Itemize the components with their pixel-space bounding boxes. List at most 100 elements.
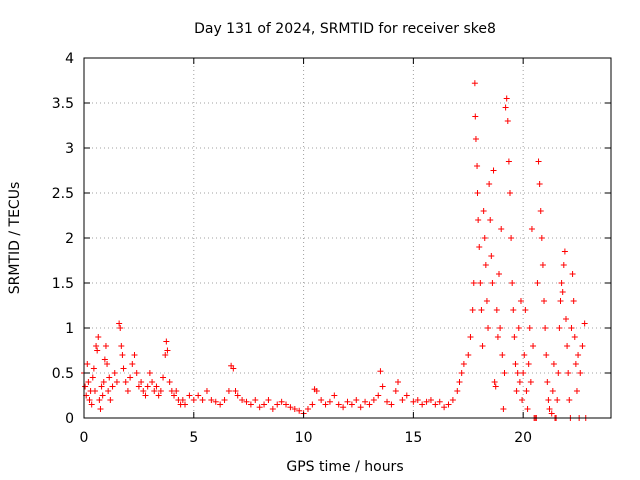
data-point (151, 388, 158, 394)
data-point (138, 379, 145, 385)
data-point (410, 398, 417, 405)
data-point (565, 370, 572, 376)
data-point (517, 298, 524, 304)
x-tick-label: 15 (404, 430, 422, 446)
data-point (556, 325, 563, 331)
data-point (423, 398, 430, 405)
data-point (500, 406, 507, 412)
data-point (377, 368, 384, 375)
data-point (199, 397, 206, 403)
data-point (477, 280, 484, 286)
data-point (504, 118, 511, 124)
data-point (179, 397, 186, 403)
data-point (190, 397, 197, 403)
data-point (542, 325, 549, 331)
data-point (539, 262, 546, 268)
x-tick-label: 10 (295, 430, 313, 446)
data-point (362, 398, 369, 405)
x-axis-label: GPS time / hours (286, 459, 403, 475)
data-point (118, 343, 125, 349)
data-point (499, 352, 506, 358)
data-point (291, 406, 298, 412)
data-point (494, 334, 501, 340)
data-point (82, 383, 89, 390)
data-point (472, 136, 479, 142)
data-point (85, 379, 92, 385)
data-points (81, 80, 589, 421)
data-point (195, 392, 202, 399)
data-point (581, 320, 588, 327)
data-point (203, 388, 210, 394)
data-point (471, 80, 478, 87)
data-point (535, 158, 542, 165)
data-point (508, 235, 515, 241)
data-point (577, 370, 584, 376)
data-point (100, 379, 107, 385)
data-point (88, 401, 95, 408)
y-tick-label: 4 (65, 51, 74, 67)
y-tick-label: 1.5 (52, 276, 74, 292)
data-point (304, 406, 311, 412)
data-point (318, 397, 325, 403)
data-point (140, 388, 147, 394)
data-point (548, 410, 555, 417)
data-point (208, 397, 215, 403)
data-point (546, 406, 553, 412)
data-point (278, 398, 285, 405)
data-point (164, 347, 171, 354)
data-point (486, 181, 493, 187)
data-point (331, 392, 338, 399)
data-point (460, 361, 467, 367)
data-point (149, 379, 156, 385)
data-point (513, 388, 520, 394)
data-point (162, 352, 169, 358)
grid-lines (84, 58, 611, 418)
data-point (557, 298, 564, 304)
data-point (217, 401, 224, 408)
data-point (111, 370, 118, 376)
data-point (536, 181, 543, 187)
data-point (489, 280, 496, 286)
y-tick-label: 2.5 (52, 186, 74, 202)
data-point (526, 325, 533, 331)
data-point (488, 253, 495, 259)
y-tick-label: 3.5 (52, 96, 74, 112)
data-point (243, 398, 250, 405)
data-point (157, 388, 164, 394)
data-point (384, 398, 391, 405)
data-point (135, 383, 142, 390)
data-point (144, 383, 151, 390)
data-point (528, 226, 535, 232)
data-point (527, 379, 534, 385)
data-point (109, 383, 116, 390)
data-point (182, 401, 189, 408)
chart-title: Day 131 of 2024, SRMTID for receiver ske… (194, 21, 496, 37)
data-point (469, 307, 476, 313)
data-point (441, 404, 448, 411)
data-point (523, 388, 530, 394)
x-tick-label: 20 (514, 430, 532, 446)
data-point (322, 401, 329, 408)
data-point (93, 343, 100, 349)
data-point (392, 388, 399, 394)
data-point (89, 374, 96, 381)
data-point (467, 334, 474, 340)
data-point (309, 401, 316, 408)
data-point (232, 388, 239, 394)
data-point (296, 407, 303, 414)
data-point (160, 374, 167, 381)
data-point (395, 379, 402, 385)
data-point (247, 401, 254, 408)
data-point (497, 325, 504, 331)
data-point (549, 388, 556, 394)
data-point (569, 271, 576, 277)
data-point (225, 388, 232, 394)
y-tick-label: 0 (65, 411, 74, 427)
data-point (492, 383, 499, 390)
data-point (572, 361, 579, 367)
data-point (252, 397, 259, 403)
data-point (155, 392, 162, 399)
data-point (340, 404, 347, 411)
data-point (436, 398, 443, 405)
data-point (379, 383, 386, 390)
